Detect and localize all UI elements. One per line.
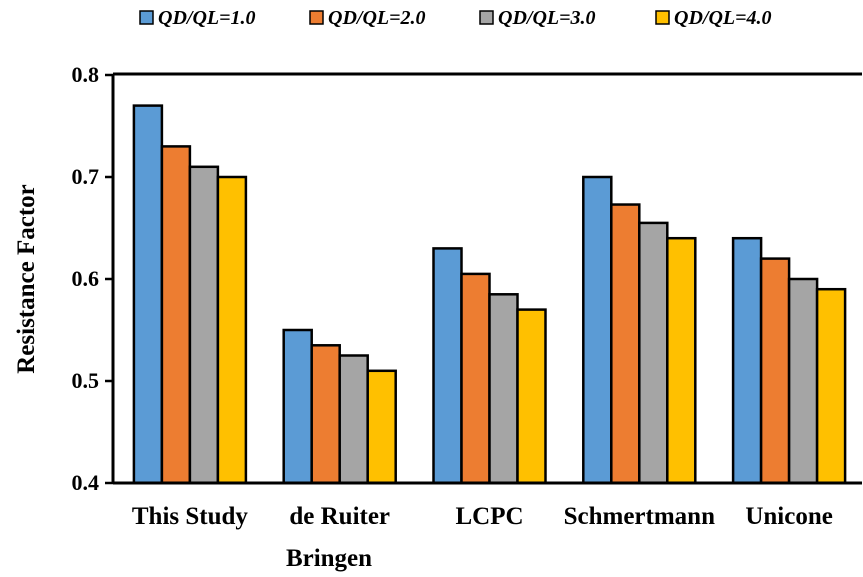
x-axis-title: Bringen bbox=[286, 545, 372, 572]
bar-3-this-study bbox=[188, 165, 220, 485]
bar-1-de-ruiter bbox=[282, 328, 313, 485]
bar-4-lcpc bbox=[516, 308, 547, 485]
bar-1-schmertmann bbox=[582, 175, 613, 485]
legend-swatch bbox=[139, 10, 154, 25]
x-category-label: This Study bbox=[132, 503, 249, 530]
bars bbox=[132, 104, 847, 485]
legend-label: QD/QL=1.0 bbox=[158, 7, 256, 29]
y-tick-label: 0.8 bbox=[72, 62, 100, 87]
legend-label: QD/QL=2.0 bbox=[328, 7, 426, 29]
x-category-label: de Ruiter bbox=[289, 503, 390, 530]
y-tick-label: 0.7 bbox=[72, 164, 100, 189]
legend-swatch bbox=[309, 10, 324, 25]
x-category-label: Unicone bbox=[745, 503, 833, 530]
y-tick-label: 0.5 bbox=[72, 368, 100, 393]
bar-3-unicone bbox=[787, 277, 819, 485]
bar-4-unicone bbox=[815, 287, 847, 485]
bar-1-lcpc bbox=[432, 247, 463, 485]
legend: QD/QL=1.0 QD/QL=2.0 QD/QL=3.0 QD/QL=4.0 bbox=[139, 7, 772, 29]
x-category-label: LCPC bbox=[455, 503, 523, 530]
y-ticks: 0.4 0.5 0.6 0.7 0.8 bbox=[72, 62, 113, 495]
bar-3-de-ruiter bbox=[338, 354, 369, 485]
bar-4-schmertmann bbox=[666, 236, 697, 485]
bar-4-this-study bbox=[216, 175, 248, 485]
y-tick-label: 0.6 bbox=[72, 266, 100, 291]
bar-2-schmertmann bbox=[610, 203, 641, 485]
legend-label: QD/QL=3.0 bbox=[498, 7, 596, 29]
legend-label: QD/QL=4.0 bbox=[674, 7, 772, 29]
bar-1-this-study bbox=[132, 104, 164, 485]
bar-3-schmertmann bbox=[638, 221, 669, 485]
bar-2-this-study bbox=[160, 145, 192, 485]
x-category-label: Schmertmann bbox=[564, 503, 715, 530]
legend-swatch bbox=[479, 10, 494, 25]
bar-1-unicone bbox=[731, 236, 763, 485]
bar-2-lcpc bbox=[460, 272, 491, 485]
bar-4-de-ruiter bbox=[366, 369, 397, 485]
legend-swatch bbox=[655, 10, 670, 25]
y-axis-title: Resistance Factor bbox=[13, 184, 40, 374]
x-category-labels: This Study de Ruiter LCPC Schmertmann Unicon… bbox=[132, 503, 833, 530]
bar-3-lcpc bbox=[488, 293, 519, 485]
y-tick-label: 0.4 bbox=[72, 470, 100, 495]
bar-2-de-ruiter bbox=[310, 344, 341, 485]
bar-2-unicone bbox=[759, 257, 791, 485]
